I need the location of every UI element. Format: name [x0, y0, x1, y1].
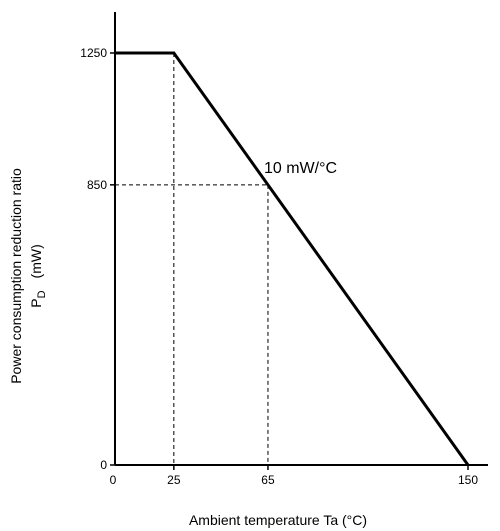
x-tick-label-1: 25 [167, 473, 181, 487]
y-axis-label-subscript: D [36, 290, 48, 298]
axes [114, 12, 488, 466]
series-line-0 [115, 51, 470, 466]
x-tick-label-2: 65 [261, 473, 275, 487]
x-tick-label-3: 150 [458, 473, 478, 487]
y-axis-label-line2: PD (mW) [28, 244, 48, 308]
ticks: 0 25 65 150 0 850 1250 [80, 46, 478, 487]
x-tick-label-0: 0 [110, 473, 117, 487]
y-tick-label-2: 1250 [80, 46, 107, 60]
y-tick-label-1: 850 [87, 178, 107, 192]
series [115, 51, 470, 466]
y-axis-label-line1: Power consumption reduction ratio [8, 168, 24, 384]
y-axis-label-symbol: P [28, 298, 44, 307]
guide-lines [115, 52, 269, 465]
y-tick-label-0: 0 [100, 458, 107, 472]
y-axis-label-unit: (mW) [28, 244, 44, 278]
x-axis-label: Ambient temperature Ta (°C) [189, 512, 367, 528]
annotation-slope: 10 mW/°C [264, 160, 337, 177]
